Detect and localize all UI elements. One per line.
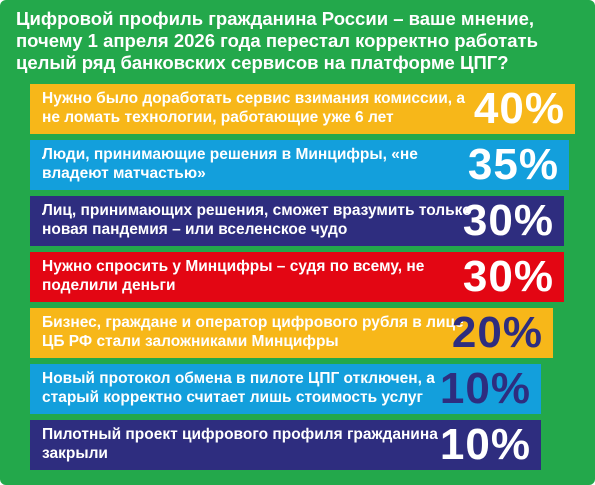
bar-4: Нужно спросить у Минцифры – судя по всем… <box>30 252 564 302</box>
bar-value: 10% <box>439 364 531 413</box>
bar-3: Лиц, принимающих решения, сможет вразуми… <box>30 196 564 246</box>
bar-value: 20% <box>451 308 543 357</box>
bar-label: Новый протокол обмена в пилоте ЦПГ отклю… <box>42 370 435 406</box>
bar-value: 30% <box>462 252 554 301</box>
bar-label: Нужно было доработать сервис взимания ко… <box>42 90 465 126</box>
bar-value: 10% <box>439 420 531 469</box>
bar-2: Люди, принимающие решения в Минцифры, «н… <box>30 140 569 190</box>
bar-label: Пилотный проект цифрового профиля гражда… <box>42 426 438 462</box>
bar-7: Пилотный проект цифрового профиля гражда… <box>30 420 541 470</box>
bar-1: Нужно было доработать сервис взимания ко… <box>30 84 575 134</box>
bar-label: Люди, принимающие решения в Минцифры, «н… <box>42 146 418 182</box>
bar-value: 40% <box>473 84 565 133</box>
bar-value: 35% <box>467 140 559 189</box>
bar-6: Новый протокол обмена в пилоте ЦПГ отклю… <box>30 364 541 414</box>
bar-label: Бизнес, граждане и оператор цифрового ру… <box>42 314 464 350</box>
poll-title: Цифровой профиль гражданина России – ваш… <box>16 8 538 73</box>
bar-value: 30% <box>462 196 554 245</box>
bar-5: Бизнес, граждане и оператор цифрового ру… <box>30 308 553 358</box>
bar-label: Лиц, принимающих решения, сможет вразуми… <box>42 202 472 238</box>
bar-label: Нужно спросить у Минцифры – судя по всем… <box>42 258 425 294</box>
